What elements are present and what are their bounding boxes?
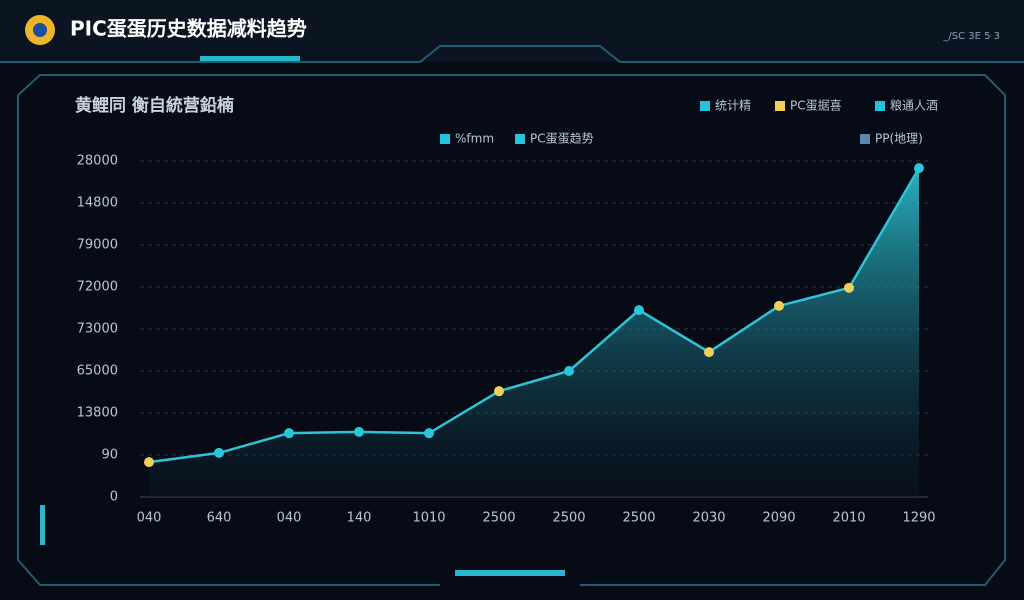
x-tick-label: 140 [347,511,372,526]
y-tick-label: 90 [101,448,118,463]
x-tick-label: 2010 [832,511,865,526]
logo-core [33,23,47,37]
legend-label: 统计精 [715,99,751,113]
x-tick-label: 2500 [482,511,515,526]
header-bar [0,0,1024,62]
legend-label: %fmm [455,132,494,146]
legend-label: PP(地理) [875,132,923,146]
point [284,428,294,439]
point [914,163,924,174]
x-tick-label: 1010 [412,511,445,526]
x-tick-label: 2030 [692,511,725,526]
point [564,366,574,376]
y-tick-label: 72000 [77,280,118,295]
header-code: _/SC 3E 5 3 [942,31,1000,42]
footer-accent [455,570,565,576]
legend-swatch [440,134,450,144]
legend-swatch [860,134,870,144]
legend-swatch [700,101,710,111]
point [354,426,364,437]
point [774,300,784,311]
legend-swatch [875,101,885,111]
x-tick-label: 640 [207,511,232,526]
y-tick-label: 28000 [77,154,118,169]
point [844,282,854,293]
frame [17,74,1006,586]
page-title: PΙC蛋蛋历史数据减料趋势 [70,17,307,41]
x-tick-label: 2090 [762,511,795,526]
x-tick-label: 040 [137,511,162,526]
legend-label: PC蛋蛋趋势 [530,132,594,146]
header-edge [0,45,1024,63]
x-tick-label: 2500 [622,511,655,526]
legend-label: 粮通人酒 [890,98,938,113]
legend-swatch [775,101,785,111]
area [149,168,919,497]
x-tick-label: 2500 [552,511,585,526]
chart-title: 黄鲤同 衡自統营鉛楠 [75,95,234,116]
point [424,428,434,439]
frame-accent [40,505,45,545]
y-tick-label: 79000 [77,238,118,253]
y-tick-label: 13800 [77,406,118,421]
y-tick-label: 73000 [77,322,118,337]
point [494,386,504,397]
point [704,347,714,358]
point [634,305,644,316]
y-tick-label: 14800 [77,196,118,211]
header-accent [200,56,300,61]
line [148,167,921,464]
point [144,457,154,468]
y-tick-label: 65000 [77,364,118,379]
legend-label: PC蛋据喜 [790,99,842,113]
legend-swatch [515,134,525,144]
y-tick-label: 0 [110,490,118,505]
point [214,447,224,458]
x-tick-label: 1290 [902,511,935,526]
x-tick-label: 040 [277,511,302,526]
